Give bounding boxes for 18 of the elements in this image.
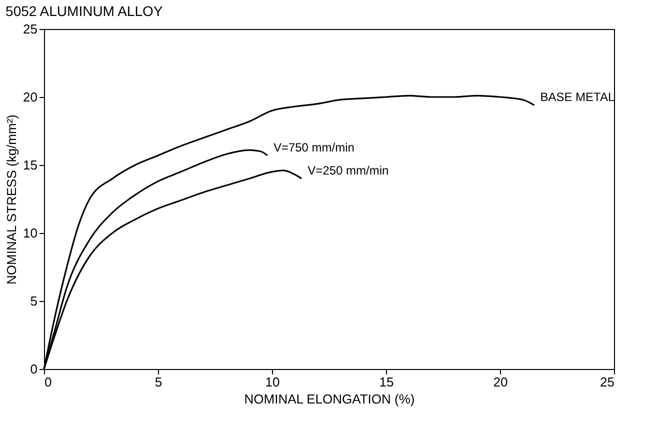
x-tick-label: 0	[44, 374, 52, 390]
y-axis-title: NOMINAL STRESS (kg/mm²)	[4, 114, 20, 284]
series-label: V=750 mm/min	[273, 140, 354, 154]
x-tick-label: 5	[154, 374, 162, 390]
series-label: BASE METAL	[540, 90, 615, 104]
series-label: V=250 mm/min	[308, 164, 389, 178]
y-tick-label: 0	[30, 362, 38, 376]
y-tick-label: 5	[30, 294, 38, 308]
x-tick-label: 10	[265, 374, 280, 390]
x-tick-label: 25	[600, 374, 614, 390]
x-tick-label: 15	[379, 374, 394, 390]
chart-title: 5052 ALUMINUM ALLOY	[6, 3, 164, 19]
y-tick-label: 25	[23, 22, 38, 36]
y-tick-label: 10	[23, 226, 38, 240]
x-tick-label: 20	[493, 374, 508, 390]
x-axis-title: NOMINAL ELONGATION (%)	[244, 392, 415, 406]
y-tick-label: 20	[23, 90, 38, 104]
y-tick-label: 15	[23, 158, 38, 172]
